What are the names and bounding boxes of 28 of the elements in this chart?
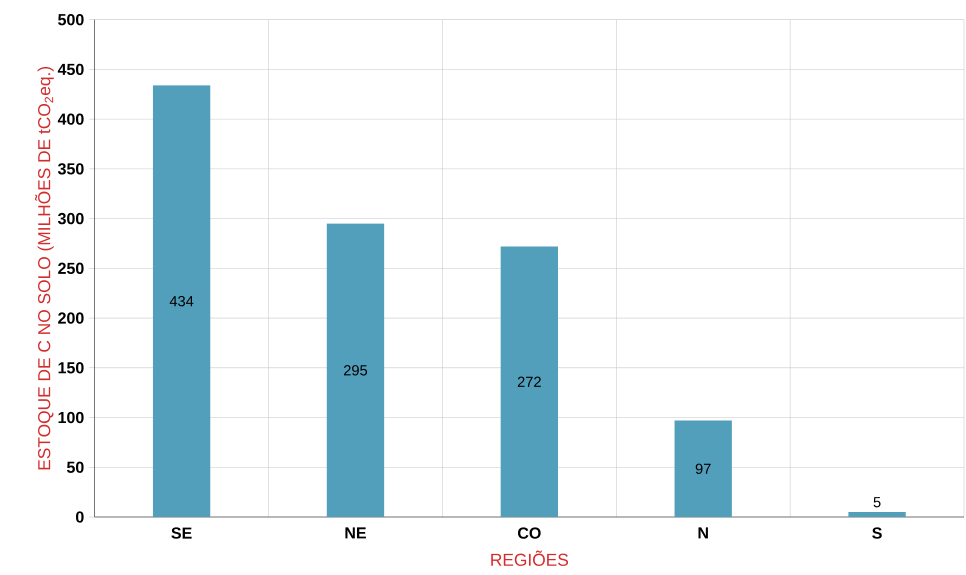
- y-tick-label: 500: [58, 14, 84, 26]
- data-label: 5: [874, 497, 881, 508]
- x-tick-label: S: [872, 527, 882, 539]
- bar: [848, 512, 906, 518]
- bar: [326, 224, 384, 518]
- y-tick-label: 100: [58, 412, 84, 424]
- y-tick-label: 0: [76, 511, 84, 523]
- data-label: 97: [696, 464, 711, 474]
- y-tick-label: 400: [58, 113, 84, 125]
- y-tick-label: 200: [58, 312, 84, 324]
- x-tick-label: SE: [171, 527, 192, 539]
- y-tick-label: 350: [58, 163, 84, 175]
- bar: [500, 246, 558, 518]
- data-label: 295: [344, 365, 368, 376]
- x-tick-label: N: [698, 527, 708, 538]
- y-tick-label: 150: [58, 362, 84, 374]
- data-label: 434: [170, 296, 194, 306]
- y-tick-label: 300: [58, 212, 84, 224]
- y-tick-label: 50: [66, 462, 84, 473]
- bar: [674, 420, 732, 518]
- y-tick-label: 250: [58, 262, 84, 274]
- x-tick-label: NE: [345, 527, 366, 538]
- x-axis-title: REGIÕES: [491, 550, 568, 566]
- y-tick-label: 450: [58, 64, 84, 76]
- bar: [152, 85, 210, 518]
- y-axis-title: ESTOQUE DE C NO SOLO (MILHÕES DE tCO$_{2}$eq.): [34, 66, 54, 470]
- x-tick-label: CO: [518, 527, 541, 539]
- data-label: 272: [518, 376, 541, 387]
